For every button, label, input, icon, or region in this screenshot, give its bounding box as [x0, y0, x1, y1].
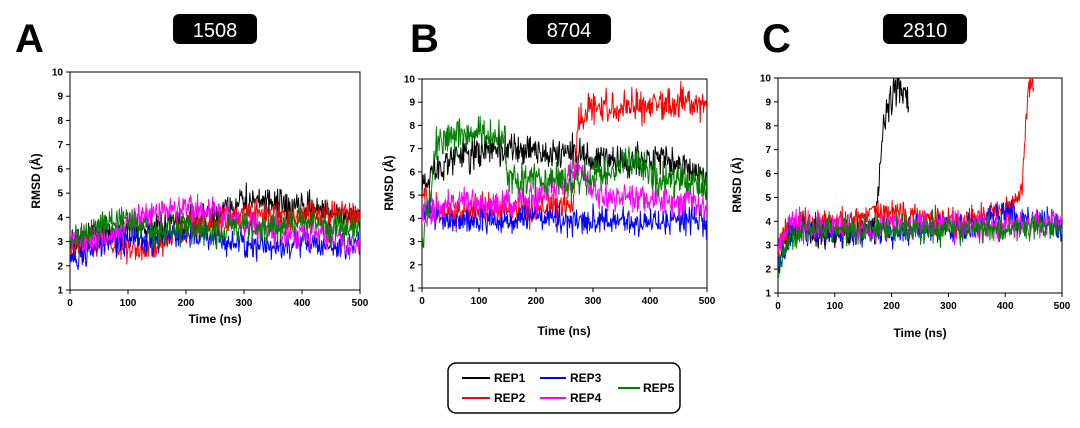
y-tick-label-c-8: 8 [765, 121, 771, 132]
series-group-b [422, 80, 707, 249]
y-tick-label-b-1: 1 [409, 284, 415, 295]
y-tick-label-c-9: 9 [765, 97, 771, 108]
series-line-c-rep5 [778, 209, 1062, 278]
x-tick-label-a-500: 500 [352, 298, 369, 309]
y-axis-label-a: RMSD (Å) [28, 153, 43, 208]
plot-frame-a [69, 71, 361, 291]
chart-panel-c: 0 100 200 300 400 500 1 2 3 4 5 6 7 8 9 10 Time (ns) RM… [729, 74, 1071, 341]
legend-label-rep3: REP3 [570, 371, 602, 385]
y-tick-label-a-9: 9 [57, 92, 63, 103]
title-badge-a [173, 14, 257, 44]
y-tick-label-b-8: 8 [409, 121, 415, 132]
x-axis-label-a: Time (ns) [188, 312, 241, 326]
title-badge-b [527, 14, 611, 44]
y-tick-label-a-6: 6 [57, 164, 63, 175]
series-line-b-rep3 [422, 197, 707, 240]
x-tick-label-a-0: 0 [67, 298, 73, 309]
y-tick-label-c-1: 1 [765, 289, 771, 300]
y-tick-label-b-9: 9 [409, 98, 415, 109]
chart-panel-b: 0 100 200 300 400 500 1 2 3 4 5 6 7 8 9 10 Time (ns) RM… [381, 75, 716, 339]
x-tick-label-b-0: 0 [419, 296, 425, 307]
x-tick-label-c-0: 0 [775, 301, 781, 312]
chart-title-c: 2810 [903, 20, 948, 42]
series-group-a [70, 182, 360, 271]
x-tick-label-a-300: 300 [236, 298, 253, 309]
legend: REP1 REP2 REP3 REP4 REP5 [447, 362, 681, 414]
x-tick-label-a-400: 400 [294, 298, 311, 309]
y-tick-label-a-3: 3 [57, 237, 63, 248]
panel-letter-b: B [410, 17, 439, 61]
plot-frame-c [777, 77, 1063, 294]
y-tick-label-a-8: 8 [57, 116, 63, 127]
y-tick-label-b-6: 6 [409, 167, 415, 178]
series-line-a-rep5 [70, 204, 360, 252]
y-tick-label-b-2: 2 [409, 260, 415, 271]
title-badge-c [883, 14, 967, 44]
panel-letter-c: C [762, 17, 791, 61]
legend-label-rep1: REP1 [494, 371, 526, 385]
legend-box [447, 362, 681, 414]
legend-label-rep4: REP4 [570, 391, 602, 405]
y-tick-label-c-6: 6 [765, 169, 771, 180]
y-tick-label-c-5: 5 [765, 193, 771, 204]
y-tick-label-a-5: 5 [57, 189, 63, 200]
y-tick-label-b-4: 4 [409, 214, 415, 225]
y-tick-label-c-7: 7 [765, 145, 771, 156]
chart-panel-a: 0 100 200 300 400 500 1 2 3 4 5 6 7 8 9 10 Time (ns) RM… [28, 68, 369, 327]
legend-label-rep5: REP5 [643, 381, 675, 395]
y-tick-label-a-10: 10 [52, 68, 64, 79]
chart-title-a: 1508 [193, 20, 238, 42]
x-tick-label-b-300: 300 [585, 296, 602, 307]
x-tick-label-c-400: 400 [997, 301, 1014, 312]
y-axis-label-b: RMSD (Å) [381, 155, 396, 210]
series-group-c [778, 78, 1062, 278]
y-tick-label-a-7: 7 [57, 140, 63, 151]
y-tick-label-c-10: 10 [760, 74, 772, 85]
x-axis-label-b: Time (ns) [537, 324, 590, 338]
y-axis-label-c: RMSD (Å) [729, 157, 744, 212]
y-tick-label-b-10: 10 [404, 75, 416, 86]
tick-group-b: 0 100 200 300 400 500 1 2 3 4 5 6 7 8 9 10 [404, 75, 716, 308]
panel-letter-a: A [15, 17, 44, 61]
x-tick-label-b-400: 400 [642, 296, 659, 307]
y-tick-label-c-4: 4 [765, 217, 771, 228]
x-axis-label-c: Time (ns) [893, 326, 946, 340]
y-tick-label-a-2: 2 [57, 261, 63, 272]
series-line-b-rep5 [422, 115, 707, 249]
x-tick-label-c-500: 500 [1054, 301, 1071, 312]
y-tick-label-b-7: 7 [409, 144, 415, 155]
y-tick-label-c-2: 2 [765, 265, 771, 276]
y-tick-label-a-4: 4 [57, 213, 63, 224]
tick-group-c: 0 100 200 300 400 500 1 2 3 4 5 6 7 8 9 10 [760, 74, 1071, 313]
x-tick-label-b-500: 500 [699, 296, 716, 307]
x-tick-label-a-200: 200 [178, 298, 195, 309]
series-line-c-rep1 [778, 78, 910, 274]
series-line-b-rep1 [422, 132, 707, 197]
y-tick-label-b-3: 3 [409, 237, 415, 248]
y-tick-label-b-5: 5 [409, 191, 415, 202]
legend-label-rep2: REP2 [494, 391, 526, 405]
chart-title-b: 8704 [547, 20, 592, 42]
series-line-a-rep3 [70, 220, 360, 271]
y-tick-label-a-1: 1 [57, 286, 63, 297]
x-tick-label-a-100: 100 [120, 298, 137, 309]
x-tick-label-c-300: 300 [940, 301, 957, 312]
y-tick-label-c-3: 3 [765, 241, 771, 252]
x-tick-label-c-100: 100 [826, 301, 843, 312]
tick-group-a: 0 100 200 300 400 500 1 2 3 4 5 6 7 8 9 10 [52, 68, 369, 310]
x-tick-label-c-200: 200 [883, 301, 900, 312]
x-tick-label-b-100: 100 [471, 296, 488, 307]
x-tick-label-b-200: 200 [528, 296, 545, 307]
